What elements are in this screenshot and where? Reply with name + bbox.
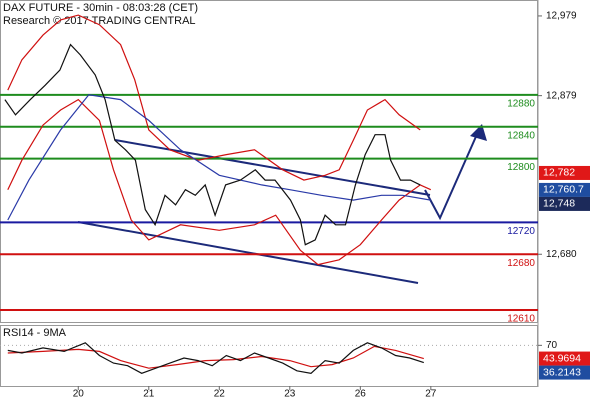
y-tick-label: 12,879 <box>546 90 577 101</box>
price-marker <box>539 365 590 380</box>
level-label: 12800 <box>507 162 535 173</box>
series-line <box>7 94 431 221</box>
price-marker-label: 12,748 <box>543 198 575 210</box>
series-line <box>4 43 421 246</box>
level-label: 12840 <box>507 130 535 141</box>
series-line <box>7 98 432 266</box>
trend-line <box>77 221 419 284</box>
y-tick-label: 12,680 <box>546 249 577 260</box>
y-tick-label: 70 <box>546 340 558 351</box>
level-label: 12720 <box>507 226 535 237</box>
chart-title: DAX FUTURE - 30min - 08:03:28 (CET) <box>3 2 198 14</box>
rsi-panel <box>0 325 538 387</box>
x-tick-label: 22 <box>214 389 226 400</box>
x-tick-label: 23 <box>284 389 296 400</box>
price-marker-label: 43.9694 <box>543 352 581 364</box>
price-marker <box>539 196 590 211</box>
rsi-title: RSI14 - 9MA <box>3 327 67 339</box>
level-label: 12680 <box>507 258 535 269</box>
price-marker <box>539 165 590 180</box>
x-tick-label: 21 <box>143 389 155 400</box>
price-marker-label: 12,760.7 <box>543 184 584 196</box>
series-line <box>7 342 424 374</box>
arrow-head <box>470 124 487 141</box>
forecast-arrow <box>424 131 479 221</box>
series-line <box>7 14 421 181</box>
x-tick-label: 27 <box>425 389 437 400</box>
trend-line <box>114 139 431 196</box>
price-panel <box>0 0 538 323</box>
y-tick-label: 12,979 <box>546 11 577 22</box>
level-label: 12610 <box>507 314 535 325</box>
series-line <box>7 345 424 369</box>
x-tick-label: 20 <box>73 389 85 400</box>
x-tick-label: 26 <box>355 389 367 400</box>
chart-subtitle: Research © 2017 TRADING CENTRAL <box>3 15 196 27</box>
price-marker <box>539 351 590 366</box>
price-marker <box>539 182 590 197</box>
level-label: 12880 <box>507 98 535 109</box>
price-marker-label: 12,782 <box>543 167 575 179</box>
price-marker-label: 36.2143 <box>543 366 581 378</box>
